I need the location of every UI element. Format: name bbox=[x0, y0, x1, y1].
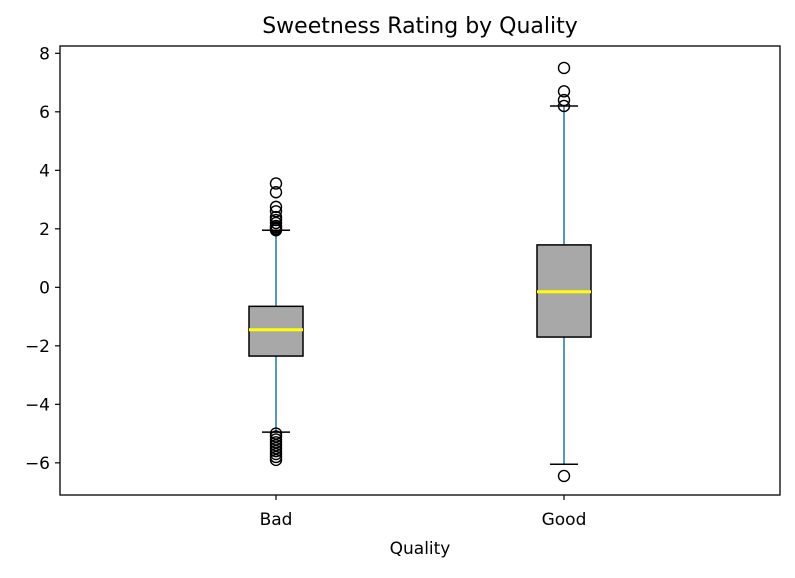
x-tick-label: Good bbox=[542, 510, 587, 530]
y-tick-label: 0 bbox=[39, 278, 50, 298]
bad-outlier-point bbox=[269, 453, 283, 467]
bad-outlier-point bbox=[269, 427, 283, 440]
bad-outlier-point bbox=[269, 200, 283, 214]
bad-outlier-point bbox=[269, 447, 283, 461]
y-tick-label: −4 bbox=[25, 395, 50, 415]
bad-outlier-point bbox=[269, 433, 283, 446]
x-tick-label: Bad bbox=[260, 510, 293, 530]
good-outlier-point bbox=[557, 469, 571, 483]
good-outlier-point bbox=[557, 99, 571, 113]
y-tick-label: 6 bbox=[39, 103, 50, 123]
y-tick-label: 2 bbox=[39, 220, 50, 240]
chart-title: Sweetness Rating by Quality bbox=[262, 14, 578, 39]
bad-outlier-point bbox=[269, 219, 283, 233]
bad-outlier-point bbox=[269, 210, 283, 224]
bad-outlier-point bbox=[269, 450, 283, 464]
good-outlier-point bbox=[557, 93, 571, 107]
bad-outlier-point bbox=[269, 205, 283, 218]
bad-outlier-point bbox=[269, 213, 283, 227]
plot-frame bbox=[59, 45, 781, 496]
good-outlier-point bbox=[557, 61, 571, 75]
bad-outlier-point bbox=[269, 177, 283, 190]
bad-outlier-point bbox=[269, 436, 283, 449]
y-tick-label: 8 bbox=[39, 44, 50, 64]
y-tick-label: −2 bbox=[25, 337, 50, 357]
good-outlier-point bbox=[557, 85, 571, 98]
y-tick-label: −6 bbox=[25, 454, 50, 474]
bad-outlier-point bbox=[269, 439, 283, 452]
bad-outlier-point bbox=[269, 186, 283, 199]
y-tick-label: 4 bbox=[39, 161, 50, 181]
bad-outlier-point bbox=[269, 444, 283, 458]
bad-outlier-point bbox=[269, 441, 283, 455]
plot-area: −6 −4 −2 0 2 4 6 8 Bad Good bbox=[25, 44, 781, 530]
x-axis-label: Quality bbox=[390, 539, 451, 559]
bad-outlier-point bbox=[269, 216, 283, 230]
bad-outlier-point bbox=[269, 430, 283, 443]
